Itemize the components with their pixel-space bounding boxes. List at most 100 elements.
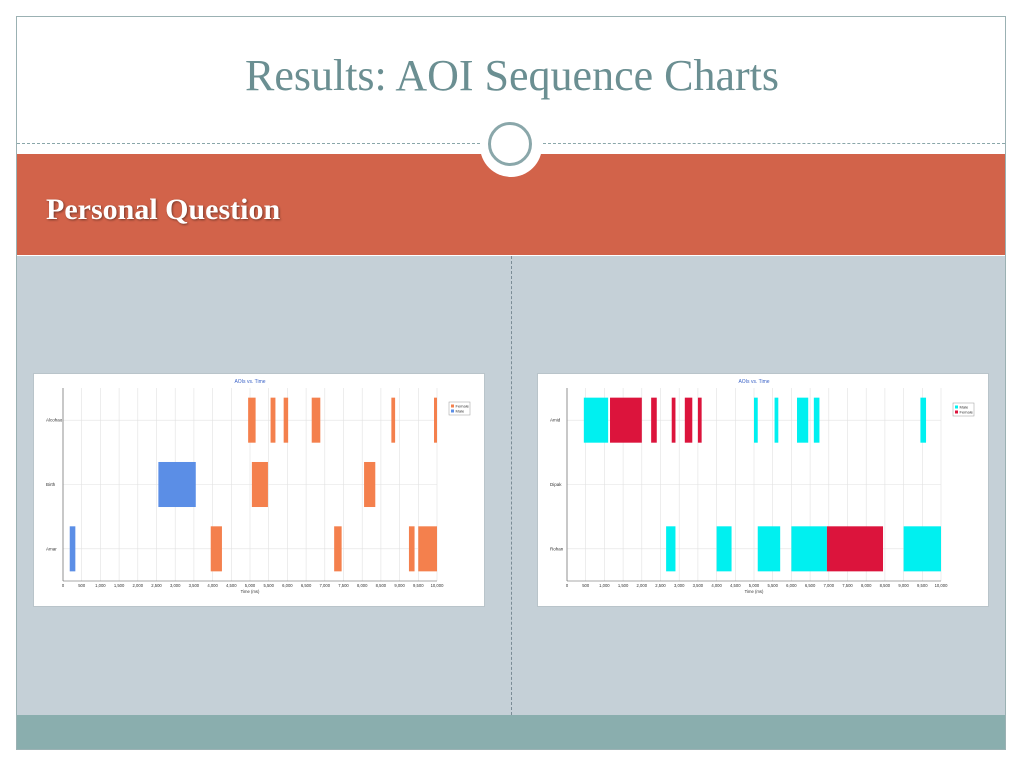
legend-box <box>952 402 975 417</box>
x-tick-label: 8,000 <box>861 583 872 588</box>
aoi-segment-male <box>903 526 941 572</box>
aoi-segment-female <box>826 526 884 572</box>
x-tick-label: 4,500 <box>730 583 741 588</box>
aoi-segment-male <box>754 397 758 443</box>
x-tick-label: 3,000 <box>674 583 685 588</box>
chart-left-svg: AOIs vs. Time 0 500 1,000 1,500 2,000 2,500 3,0… <box>46 379 471 594</box>
chart-title: AOIs vs. Time <box>738 379 769 385</box>
x-tick-label: 6,000 <box>786 583 797 588</box>
aoi-segment-female <box>311 397 321 443</box>
x-tick-label: 4,000 <box>207 583 218 588</box>
legend-label: Female <box>456 403 470 408</box>
legend-box <box>448 401 471 416</box>
x-tick-label: 10,000 <box>431 583 444 588</box>
x-tick-label: 5,000 <box>245 583 256 588</box>
category-label: Alcohao <box>46 418 63 423</box>
x-tick-label: 4,500 <box>226 583 237 588</box>
aoi-segment-male <box>791 526 827 572</box>
x-tick-label: 8,500 <box>376 583 387 588</box>
category-label: Amid <box>550 418 561 423</box>
x-tick-label: 2,500 <box>655 583 666 588</box>
section-heading: Personal Question <box>46 193 281 226</box>
aoi-segment-female <box>251 461 268 508</box>
aoi-segment-female <box>270 397 276 443</box>
legend-swatch <box>451 404 454 408</box>
aoi-segment-female <box>684 397 693 443</box>
column-divider <box>511 256 512 715</box>
x-tick-label: 6,000 <box>282 583 293 588</box>
aoi-segment-male <box>69 526 76 572</box>
category-label: Birth <box>46 482 56 487</box>
title-divider-right <box>543 143 1005 144</box>
aoi-segment-male <box>813 397 820 443</box>
x-tick-label: 2,000 <box>133 583 144 588</box>
x-tick-label: 3,000 <box>170 583 181 588</box>
x-tick-label: 10,000 <box>935 583 948 588</box>
x-tick-label: 1,500 <box>618 583 629 588</box>
x-tick-label: 9,500 <box>413 583 424 588</box>
chart-right-svg: AOIs vs. Time 0 500 1,000 1,500 2,000 2,500 3,0… <box>550 379 975 594</box>
aoi-segment-female <box>697 397 702 443</box>
title-divider-left <box>17 143 480 144</box>
x-tick-label: 7,000 <box>824 583 835 588</box>
footer-bar <box>17 715 1005 749</box>
aoi-segment-female <box>610 397 642 443</box>
chart-title: AOIs vs. Time <box>234 379 265 385</box>
aoi-sequence-chart-left: AOIs vs. Time 0 500 1,000 1,500 2,000 2,500 3,0… <box>33 373 485 607</box>
category-label: Rohan <box>550 546 564 551</box>
aoi-segment-female <box>210 526 222 572</box>
x-tick-label: 0 <box>62 583 65 588</box>
x-tick-label: 2,500 <box>151 583 162 588</box>
aoi-segment-male <box>757 526 781 572</box>
x-tick-label: 6,500 <box>805 583 816 588</box>
legend-swatch <box>451 409 454 413</box>
aoi-segment-male <box>920 397 927 443</box>
x-tick-label: 7,000 <box>320 583 331 588</box>
x-tick-label: 9,000 <box>394 583 405 588</box>
legend-label: Male <box>960 404 969 409</box>
legend-label: Female <box>960 409 974 414</box>
category-label: Amar <box>46 546 57 551</box>
x-tick-label: 1,000 <box>599 583 610 588</box>
aoi-segment-female <box>334 526 342 572</box>
x-axis-label: Time (ms) <box>241 589 260 594</box>
aoi-segment-female <box>364 461 376 508</box>
aoi-segment-female <box>408 526 415 572</box>
x-tick-label: 9,000 <box>898 583 909 588</box>
aoi-segment-male <box>666 526 676 572</box>
aoi-segment-male <box>774 397 779 443</box>
x-tick-label: 6,500 <box>301 583 312 588</box>
aoi-segment-female <box>671 397 676 443</box>
slide-title: Results: AOI Sequence Charts <box>244 51 780 100</box>
x-axis-label: Time (ms) <box>745 589 764 594</box>
x-tick-label: 5,500 <box>263 583 274 588</box>
divider-ornament-ring <box>488 122 532 166</box>
aoi-segment-male <box>158 461 196 508</box>
x-tick-label: 9,500 <box>917 583 928 588</box>
x-tick-label: 4,000 <box>711 583 722 588</box>
aoi-segment-female <box>651 397 657 443</box>
x-tick-label: 1,500 <box>114 583 125 588</box>
aoi-segment-male <box>716 526 732 572</box>
x-tick-label: 500 <box>78 583 86 588</box>
legend-swatch <box>955 410 958 414</box>
x-tick-label: 500 <box>582 583 590 588</box>
aoi-segment-female <box>434 397 437 443</box>
aoi-segment-female <box>418 526 437 572</box>
aoi-segment-female <box>283 397 289 443</box>
aoi-sequence-chart-right: AOIs vs. Time 0 500 1,000 1,500 2,000 2,500 3,0… <box>537 373 989 607</box>
legend-swatch <box>955 405 958 409</box>
x-tick-label: 5,500 <box>767 583 778 588</box>
category-label: Dipak <box>550 482 562 487</box>
x-tick-label: 8,500 <box>880 583 891 588</box>
legend-label: Male <box>456 408 465 413</box>
x-tick-label: 0 <box>566 583 569 588</box>
aoi-segment-male <box>797 397 809 443</box>
x-tick-label: 7,500 <box>338 583 349 588</box>
x-tick-label: 2,000 <box>637 583 648 588</box>
x-tick-label: 5,000 <box>749 583 760 588</box>
aoi-segment-female <box>248 397 256 443</box>
aoi-segment-female <box>391 397 396 443</box>
aoi-segment-male <box>583 397 609 443</box>
x-tick-label: 3,500 <box>189 583 200 588</box>
